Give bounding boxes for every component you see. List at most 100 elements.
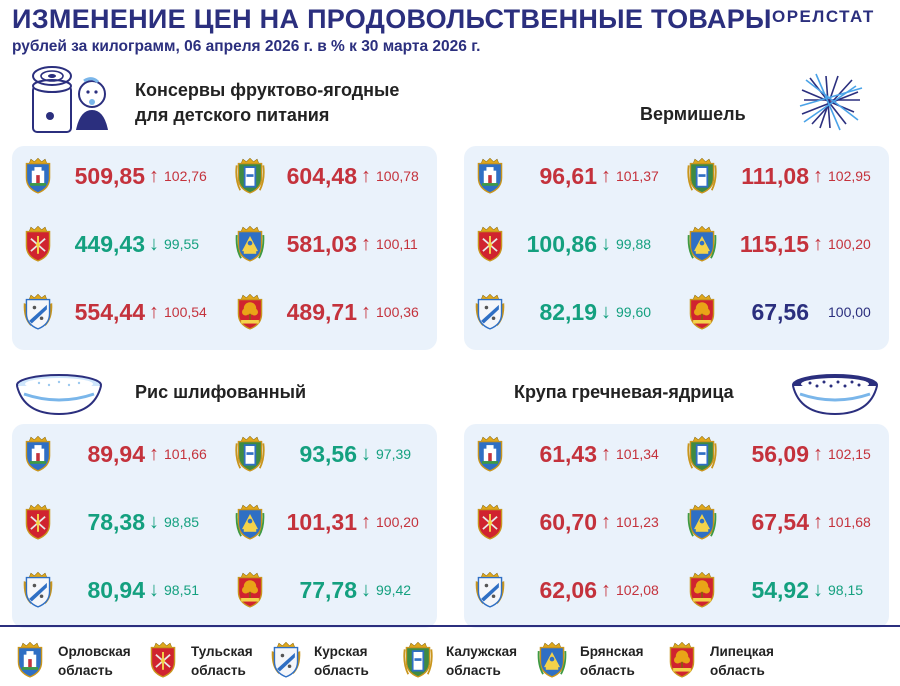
arrow-up-icon: ↑ [149, 443, 159, 465]
region-price-cell-kursk: 82,19 ↓ 99,60 [464, 284, 676, 340]
region-price-cell-bryansk: 115,15 ↑ 100,20 [676, 216, 888, 272]
legend-label: Курская область [314, 644, 369, 678]
price-value: 489,71 [286, 299, 357, 325]
bryansk-coat-of-arms-icon [687, 225, 717, 262]
legend-crest-bryansk-icon [536, 640, 568, 680]
region-price-cell-kaluga: 604,48 ↑ 100,78 [224, 148, 436, 204]
crest-lipetsk-icon [234, 570, 266, 610]
price-index: 101,37 [616, 168, 659, 184]
arrow-down-icon: ↓ [149, 579, 159, 601]
legend-crest-lipetsk-icon [666, 640, 698, 680]
kursk-coat-of-arms-icon [475, 293, 505, 330]
price-index: 100,36 [376, 304, 419, 320]
vermicelli-icon [796, 72, 866, 137]
price-panel: 96,61 ↑ 101,37 111,08 ↑ 102,95 100,86 ↓ 99,88 115… [464, 146, 889, 350]
region-price-cell-lipetsk: 67,56 100,00 [676, 284, 888, 340]
price-index: 102,15 [828, 446, 871, 462]
price-index: 101,23 [616, 514, 659, 530]
arrow-up-icon: ↑ [361, 165, 371, 187]
legend-item-lipetsk: Липецкая область [666, 637, 791, 685]
crest-tula-icon [22, 502, 54, 542]
buckwheat-bowl-icon [790, 372, 880, 421]
region-price-cell-orel: 96,61 ↑ 101,37 [464, 148, 676, 204]
price-panel: 509,85 ↑ 102,76 604,48 ↑ 100,78 449,43 ↓ 99,55 58… [12, 146, 437, 350]
region-price-cell-bryansk: 101,31 ↑ 100,20 [224, 494, 436, 550]
arrow-up-icon: ↑ [361, 233, 371, 255]
price-value: 581,03 [286, 231, 357, 257]
lipetsk-coat-of-arms-icon [237, 293, 263, 330]
legend-item-kursk: Курская область [270, 637, 395, 685]
crest-kursk-icon [22, 292, 54, 332]
price-row: 509,85 ↑ 102,76 604,48 ↑ 100,78 [12, 148, 437, 204]
crest-lipetsk-icon [234, 292, 266, 332]
legend-label: Калужская область [446, 644, 518, 678]
region-price-cell-lipetsk: 489,71 ↑ 100,36 [224, 284, 436, 340]
rice-bowl-icon [14, 372, 104, 421]
price-index: 100,54 [164, 304, 207, 320]
price-row: 100,86 ↓ 99,88 115,15 ↑ 100,20 [464, 216, 889, 272]
price-value: 509,85 [74, 163, 145, 189]
arrow-up-icon: ↑ [149, 301, 159, 323]
arrow-up-icon: ↑ [813, 511, 823, 533]
tula-coat-of-arms-icon [25, 503, 51, 540]
region-price-cell-bryansk: 581,03 ↑ 100,11 [224, 216, 436, 272]
price-index: 100,20 [828, 236, 871, 252]
price-value: 111,08 [741, 163, 809, 189]
price-row: 80,94 ↓ 98,51 77,78 ↓ 99,42 [12, 562, 437, 618]
kaluga-coat-of-arms-icon [403, 641, 433, 678]
crest-kursk-icon [22, 570, 54, 610]
orel-coat-of-arms-icon [17, 641, 43, 678]
price-index: 100,11 [376, 236, 418, 252]
arrow-down-icon: ↓ [601, 301, 611, 323]
legend-crest-tula-icon [147, 640, 179, 680]
crest-tula-icon [474, 224, 506, 264]
legend-item-bryansk: Брянская область [536, 637, 661, 685]
price-value: 93,56 [299, 441, 357, 467]
crest-lipetsk-icon [686, 292, 718, 332]
legend-label: Липецкая область [710, 644, 774, 678]
region-price-cell-tula: 78,38 ↓ 98,85 [12, 494, 224, 550]
price-index: 102,76 [164, 168, 207, 184]
legend-label: Орловская область [58, 644, 131, 678]
kaluga-coat-of-arms-icon [235, 435, 265, 472]
crest-bryansk-icon [234, 224, 266, 264]
lipetsk-coat-of-arms-icon [669, 641, 695, 678]
price-index: 98,51 [164, 582, 200, 598]
price-row: 62,06 ↑ 102,08 54,92 ↓ 98,15 [464, 562, 889, 618]
price-value: 77,78 [299, 577, 357, 603]
region-price-cell-kursk: 554,44 ↑ 100,54 [12, 284, 224, 340]
price-row: 61,43 ↑ 101,34 56,09 ↑ 102,15 [464, 426, 889, 482]
crest-kursk-icon [474, 292, 506, 332]
crest-orel-icon [22, 156, 54, 196]
arrow-up-icon: ↑ [361, 511, 371, 533]
arrow-up-icon: ↑ [813, 165, 823, 187]
price-index: 101,34 [616, 446, 659, 462]
region-price-cell-tula: 449,43 ↓ 99,55 [12, 216, 224, 272]
crest-orel-icon [22, 434, 54, 474]
region-price-cell-orel: 509,85 ↑ 102,76 [12, 148, 224, 204]
price-index: 98,85 [164, 514, 200, 530]
kaluga-coat-of-arms-icon [235, 157, 265, 194]
kursk-coat-of-arms-icon [271, 641, 301, 678]
region-price-cell-lipetsk: 54,92 ↓ 98,15 [676, 562, 888, 618]
arrow-down-icon: ↓ [149, 511, 159, 533]
region-price-cell-orel: 89,94 ↑ 101,66 [12, 426, 224, 482]
bryansk-coat-of-arms-icon [687, 503, 717, 540]
lipetsk-coat-of-arms-icon [689, 293, 715, 330]
price-value: 604,48 [286, 163, 357, 189]
orel-coat-of-arms-icon [477, 435, 503, 472]
region-price-cell-kaluga: 111,08 ↑ 102,95 [676, 148, 888, 204]
legend-item-tula: Тульская область [147, 637, 272, 685]
crest-kaluga-icon [234, 156, 266, 196]
price-index: 100,00 [828, 304, 871, 320]
price-index: 101,68 [828, 514, 871, 530]
arrow-up-icon: ↑ [601, 511, 611, 533]
price-value: 80,94 [87, 577, 145, 603]
price-value: 61,43 [539, 441, 597, 467]
lipetsk-coat-of-arms-icon [689, 571, 715, 608]
arrow-down-icon: ↓ [361, 443, 371, 465]
price-index: 100,20 [376, 514, 419, 530]
price-value: 96,61 [539, 163, 597, 189]
price-index: 102,08 [616, 582, 659, 598]
region-price-cell-orel: 61,43 ↑ 101,34 [464, 426, 676, 482]
